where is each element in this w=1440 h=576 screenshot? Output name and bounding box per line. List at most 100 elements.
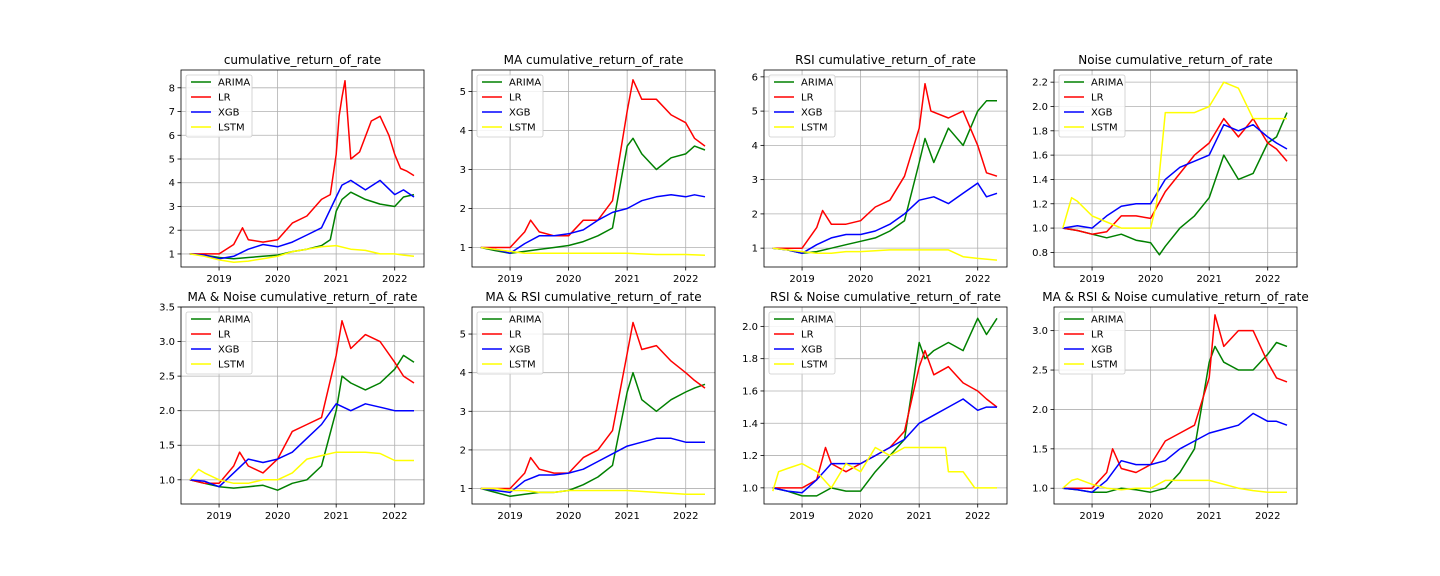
y-tick-label: 5 [460,87,466,98]
legend: ARIMA LR XGB LSTM [768,74,836,138]
y-tick-label: 3.0 [1032,326,1048,337]
x-tick-label: 2020 [1138,511,1163,522]
legend-label: LR [218,93,231,104]
x-tick-label: 2020 [556,511,581,522]
y-tick-label: 3 [460,407,466,418]
x-tick-label: 2021 [906,511,931,522]
legend-label: XGB [801,108,823,119]
y-tick-label: 2.5 [159,372,175,383]
y-tick-label: 2.2 [1032,78,1048,89]
y-tick-label: 5 [752,107,758,118]
legend-label: LSTM [1091,123,1118,134]
x-tick-label: 2019 [206,511,231,522]
legend: ARIMA LR XGB LSTM [476,74,544,138]
series-line-arima [189,191,415,260]
x-tick-label: 2022 [965,274,990,285]
legend-label: XGB [218,108,240,119]
y-tick-label: 1.0 [1032,484,1048,495]
series-line-xgb [1062,412,1288,493]
series-group [772,82,998,261]
series-line-xgb [772,398,997,494]
legend-label: ARIMA [218,78,250,89]
legend-label: LSTM [509,360,536,371]
series-line-lr [480,321,706,490]
series-line-lr [1062,117,1288,235]
legend-box [476,311,544,375]
y-tick-label: 4 [460,126,466,137]
legend-label: XGB [801,345,823,356]
legend-label: XGB [218,345,240,356]
y-tick-label: 1.0 [742,483,758,494]
series-group [1062,314,1288,493]
axes-frame [763,306,1008,505]
series-line-xgb [480,194,706,255]
legend-label: XGB [509,108,531,119]
legend-box [185,311,253,375]
axes-frame [180,69,425,268]
series-line-lstm [480,487,705,496]
legend: ARIMA LR XGB LSTM [185,74,253,138]
x-tick-label: 2022 [673,274,698,285]
y-tick-label: 8 [169,83,175,94]
legend-label: ARIMA [509,78,541,89]
subplot-1: 2019 2020 2021 2022 1 2 3 4 5 6 7 8 cumulative_retur… [169,53,425,285]
x-tick-label: 2019 [1079,274,1104,285]
subplot-3: 2019 2020 2021 2022 1 2 3 4 5 6 RSI cumulative_ret… [752,53,1008,285]
legend-label: XGB [1091,108,1113,119]
x-tick-label: 2022 [1255,511,1280,522]
y-tick-label: 6 [169,131,175,142]
axes-frame [180,306,425,505]
y-tick-label: 4 [169,178,175,189]
y-tick-label: 4 [460,368,466,379]
series-line-lstm [1062,478,1287,493]
y-tick-label: 1 [752,244,758,255]
legend-label: LR [801,93,814,104]
chart-title: MA & Noise cumulative_return_of_rate [188,290,418,304]
y-tick-label: 1.0 [1032,224,1048,235]
series-line-arima [480,371,706,498]
x-tick-label: 2022 [965,511,990,522]
series-line-lstm [772,446,997,492]
legend-label: ARIMA [1091,315,1123,326]
chart-title: RSI cumulative_return_of_rate [795,53,976,67]
axes-frame [1053,69,1298,268]
x-tick-label: 2020 [265,274,290,285]
legend-label: XGB [509,345,531,356]
x-tick-label: 2021 [1196,274,1221,285]
y-tick-label: 2 [460,445,466,456]
legend: ARIMA LR XGB LSTM [185,311,253,375]
x-tick-label: 2022 [1255,274,1280,285]
y-tick-label: 2 [169,226,175,237]
series-line-lr [189,79,415,255]
series-line-lr [189,320,415,485]
legend-label: XGB [1091,345,1113,356]
y-tick-label: 2.0 [742,322,758,333]
x-tick-label: 2020 [848,511,873,522]
series-line-lstm [189,244,415,264]
x-tick-label: 2021 [614,274,639,285]
series-group [480,79,706,257]
legend-box [476,74,544,138]
series-line-arima [189,354,415,491]
y-tick-label: 1.4 [742,419,758,430]
legend-label: LSTM [1091,360,1118,371]
y-tick-label: 1.8 [742,354,758,365]
y-tick-label: 1.4 [1032,175,1048,186]
x-tick-label: 2020 [265,511,290,522]
axes-frame [471,69,716,268]
subplot-4: 2019 2020 2021 2022 0.8 1.0 1.2 1.4 1.6 1.8 2.0 2.2… [1032,53,1298,285]
x-tick-label: 2019 [1079,511,1104,522]
y-tick-label: 6 [752,72,758,83]
axes-frame [1053,306,1298,505]
legend-label: ARIMA [801,78,833,89]
y-tick-label: 3 [460,165,466,176]
y-tick-label: 2 [460,204,466,215]
x-tick-label: 2021 [906,274,931,285]
x-tick-label: 2019 [789,274,814,285]
series-line-lr [772,82,998,249]
series-line-lstm [480,246,706,257]
legend-label: ARIMA [218,315,250,326]
legend-box [185,74,253,138]
series-line-arima [772,317,998,497]
